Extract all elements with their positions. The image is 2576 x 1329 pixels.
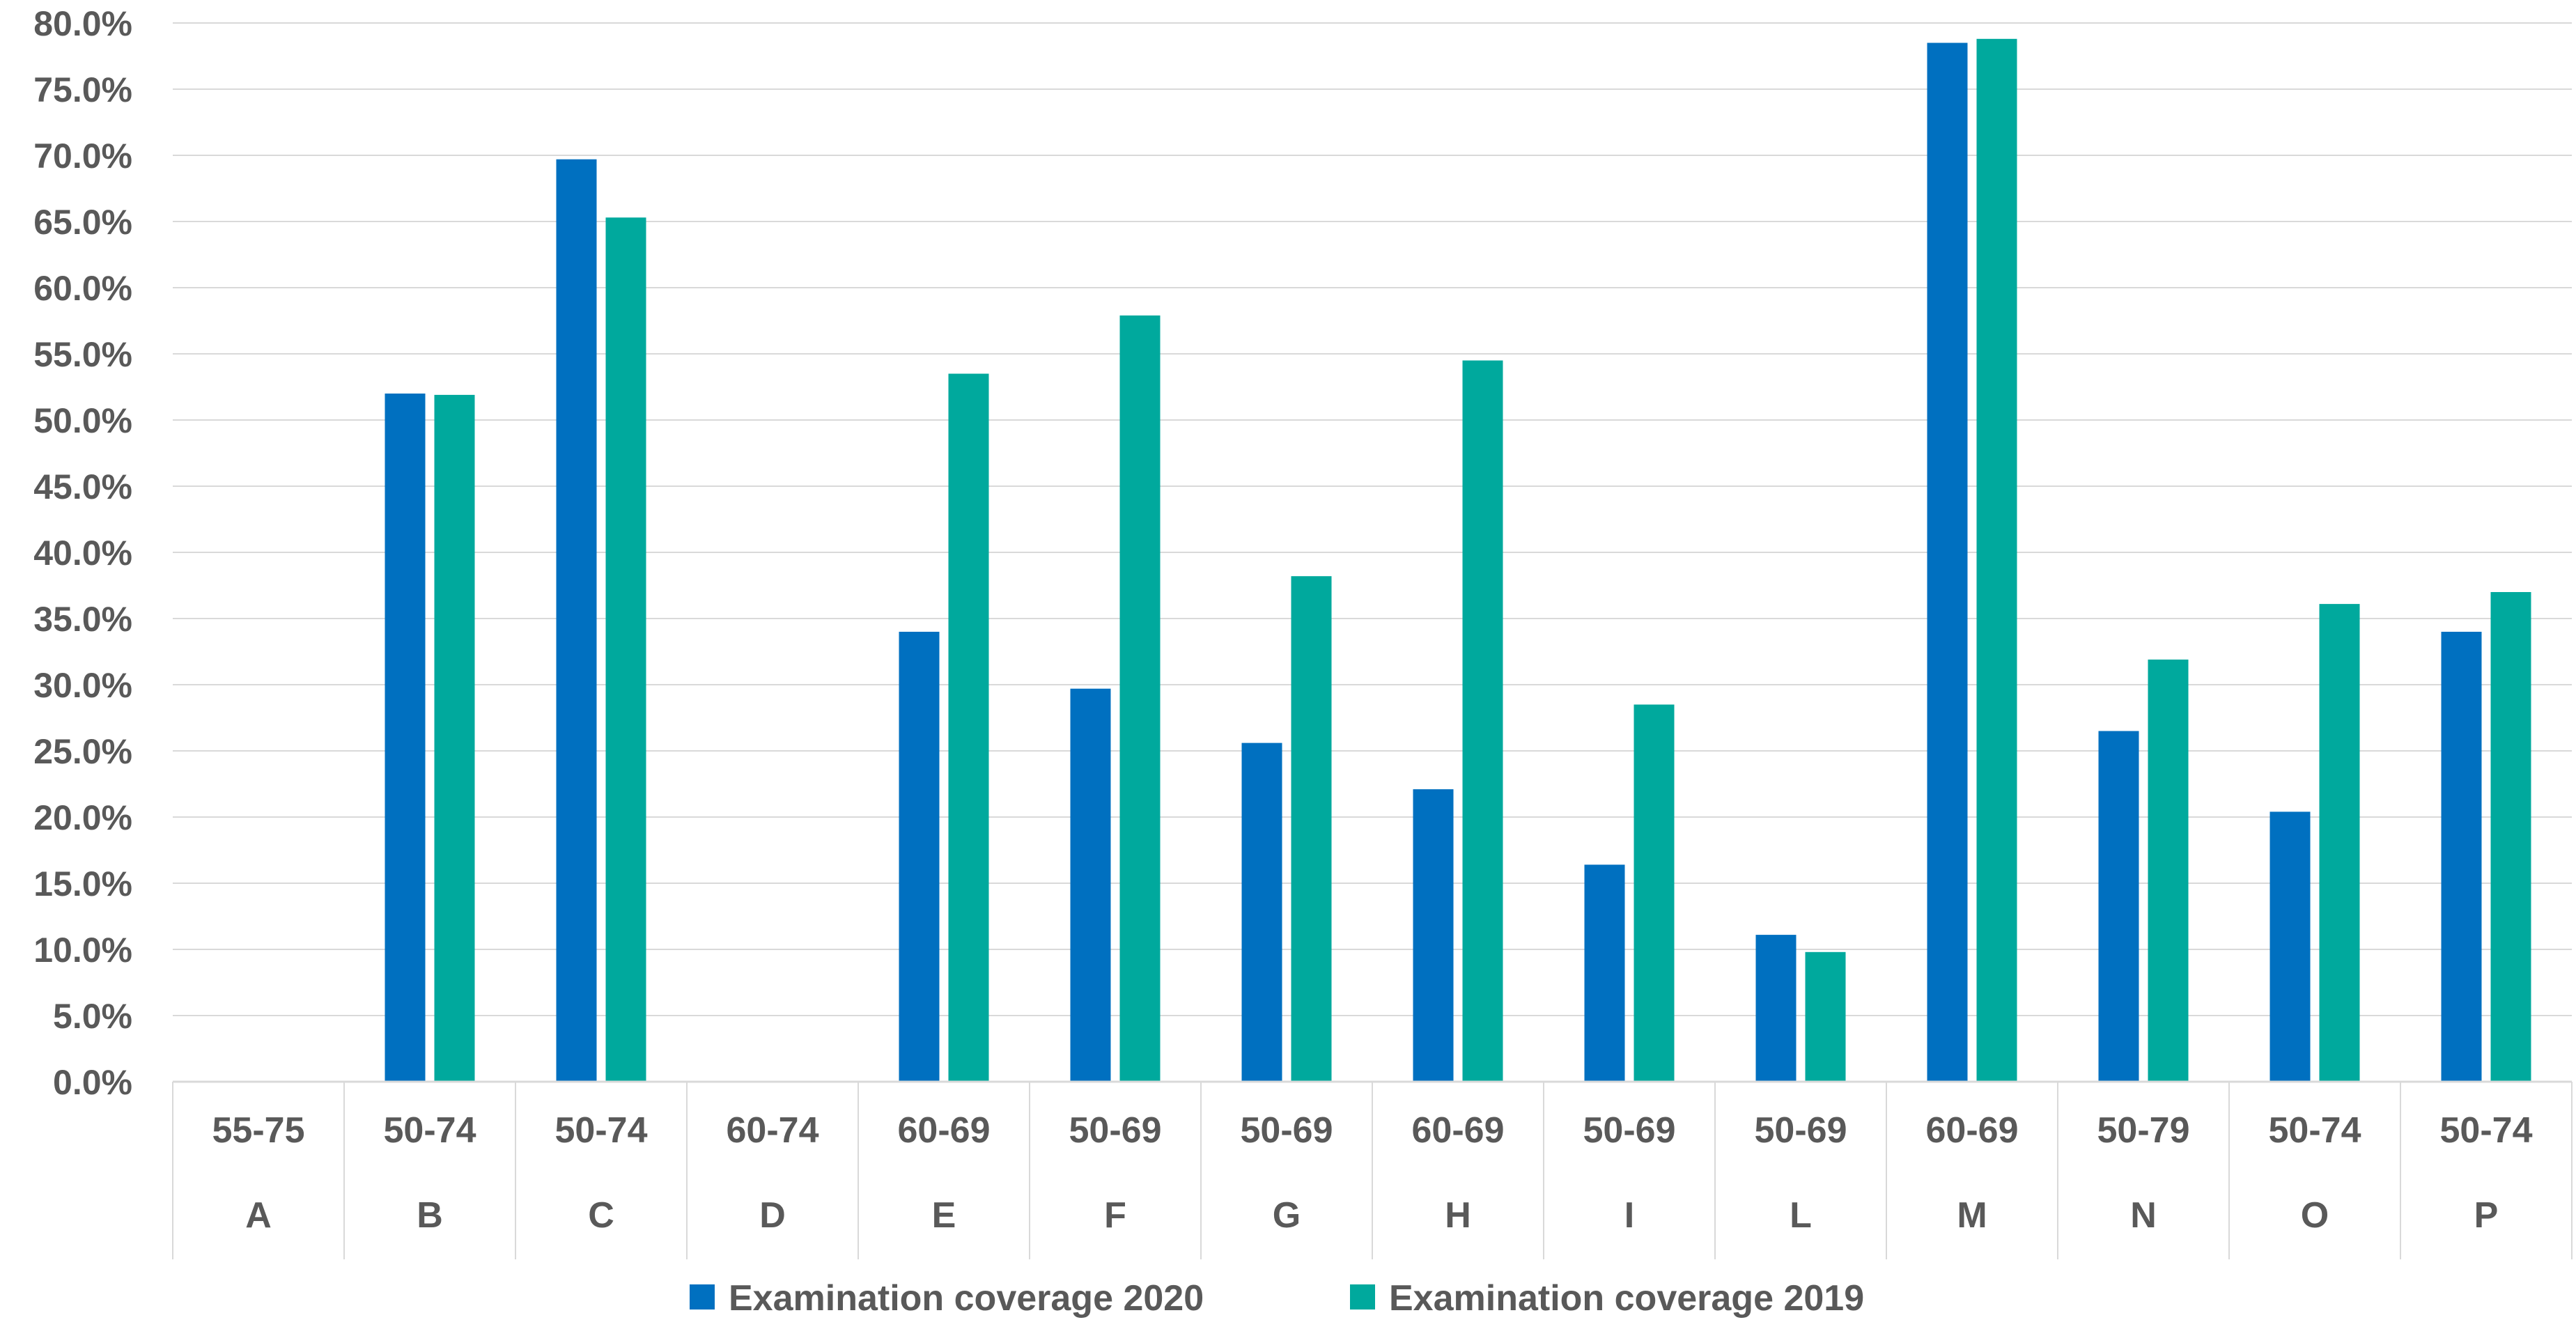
x-tick-age-range: 60-69 [1926, 1110, 2019, 1151]
bar-I-series-2 [1634, 704, 1675, 1082]
y-tick-label: 20.0% [33, 798, 132, 837]
y-tick-label: 65.0% [33, 203, 132, 242]
x-tick-category: N [2130, 1195, 2157, 1236]
bar-B-series-2 [434, 394, 475, 1082]
x-tick-age-range: 50-74 [2269, 1110, 2361, 1151]
x-tick-age-range: 60-69 [898, 1110, 991, 1151]
y-tick-label: 25.0% [33, 732, 132, 771]
axes [172, 1080, 2573, 1259]
bar-H-series-2 [1462, 360, 1503, 1082]
legend: Examination coverage 2020 Examination cov… [690, 1278, 1864, 1319]
bar-M-series-2 [1976, 38, 2017, 1082]
bar-C-series-2 [605, 217, 646, 1082]
bar-C-series-1 [556, 159, 597, 1082]
bar-N-series-1 [2098, 731, 2139, 1082]
bar-M-series-1 [1927, 42, 1968, 1082]
y-tick-label: 50.0% [33, 401, 132, 440]
legend-swatch-2 [1350, 1284, 1375, 1309]
bar-E-series-1 [899, 632, 940, 1082]
y-tick-label: 15.0% [33, 864, 132, 903]
y-tick-label: 75.0% [33, 70, 132, 109]
x-tick-category: C [588, 1195, 614, 1236]
x-tick-age-range: 50-69 [1241, 1110, 1333, 1151]
x-tick-category: I [1624, 1195, 1634, 1236]
bar-O-series-1 [2269, 811, 2311, 1082]
bar-G-series-2 [1291, 576, 1332, 1082]
bars [385, 38, 2531, 1082]
bar-G-series-1 [1241, 743, 1282, 1082]
bar-P-series-1 [2441, 632, 2482, 1082]
x-tick-category: H [1445, 1195, 1471, 1236]
x-tick-age-range: 50-74 [384, 1110, 476, 1151]
y-tick-label: 5.0% [53, 997, 132, 1036]
x-tick-age-range: 60-74 [727, 1110, 819, 1151]
legend-label-2: Examination coverage 2019 [1389, 1278, 1864, 1319]
x-tick-age-range: 50-74 [2440, 1110, 2533, 1151]
bar-P-series-2 [2490, 592, 2531, 1082]
bar-F-series-1 [1070, 688, 1111, 1082]
x-tick-category: P [2474, 1195, 2499, 1236]
x-tick-category: A [245, 1195, 272, 1236]
x-tick-category: B [417, 1195, 443, 1236]
x-tick-age-range: 50-69 [1069, 1110, 1162, 1151]
x-tick-category: G [1273, 1195, 1301, 1236]
x-tick-category: L [1790, 1195, 1812, 1236]
y-tick-label: 55.0% [33, 335, 132, 374]
y-axis-ticks: 0.0% 5.0% 10.0% 15.0% 20.0% 25.0% 30.0% 35.0% 40… [33, 4, 132, 1102]
x-tick-age-range: 50-69 [1755, 1110, 1847, 1151]
bar-H-series-1 [1413, 789, 1454, 1082]
bar-O-series-2 [2319, 604, 2360, 1082]
x-tick-age-range: 50-74 [555, 1110, 648, 1151]
x-tick-category: D [759, 1195, 786, 1236]
y-tick-label: 30.0% [33, 666, 132, 705]
x-tick-category: O [2301, 1195, 2329, 1236]
bar-N-series-2 [2148, 659, 2189, 1082]
legend-swatch-1 [690, 1284, 715, 1309]
legend-label-1: Examination coverage 2020 [729, 1278, 1204, 1319]
x-tick-age-range: 55-75 [212, 1110, 305, 1151]
y-tick-label: 40.0% [33, 534, 132, 573]
y-tick-label: 80.0% [33, 4, 132, 43]
bar-F-series-2 [1119, 315, 1161, 1082]
y-tick-label: 70.0% [33, 137, 132, 176]
x-axis-ticks: 55-75 A 50-74 B 50-74 C 60-74 D 60-69 E 50-69 F 50-6… [212, 1110, 2533, 1236]
y-tick-label: 45.0% [33, 467, 132, 506]
y-tick-label: 60.0% [33, 269, 132, 308]
bar-E-series-2 [948, 373, 989, 1082]
x-tick-category: E [932, 1195, 956, 1236]
gridlines [173, 22, 2572, 1016]
bar-L-series-1 [1755, 935, 1797, 1082]
bar-B-series-1 [385, 394, 426, 1082]
bar-L-series-2 [1805, 951, 1846, 1082]
x-tick-age-range: 50-79 [2097, 1110, 2190, 1151]
x-tick-category: M [1957, 1195, 1987, 1236]
y-tick-label: 35.0% [33, 600, 132, 639]
x-tick-age-range: 60-69 [1412, 1110, 1505, 1151]
x-tick-age-range: 50-69 [1583, 1110, 1676, 1151]
bar-I-series-1 [1584, 864, 1625, 1082]
y-tick-label: 10.0% [33, 931, 132, 970]
x-tick-category: F [1104, 1195, 1126, 1236]
y-tick-label: 0.0% [53, 1063, 132, 1102]
